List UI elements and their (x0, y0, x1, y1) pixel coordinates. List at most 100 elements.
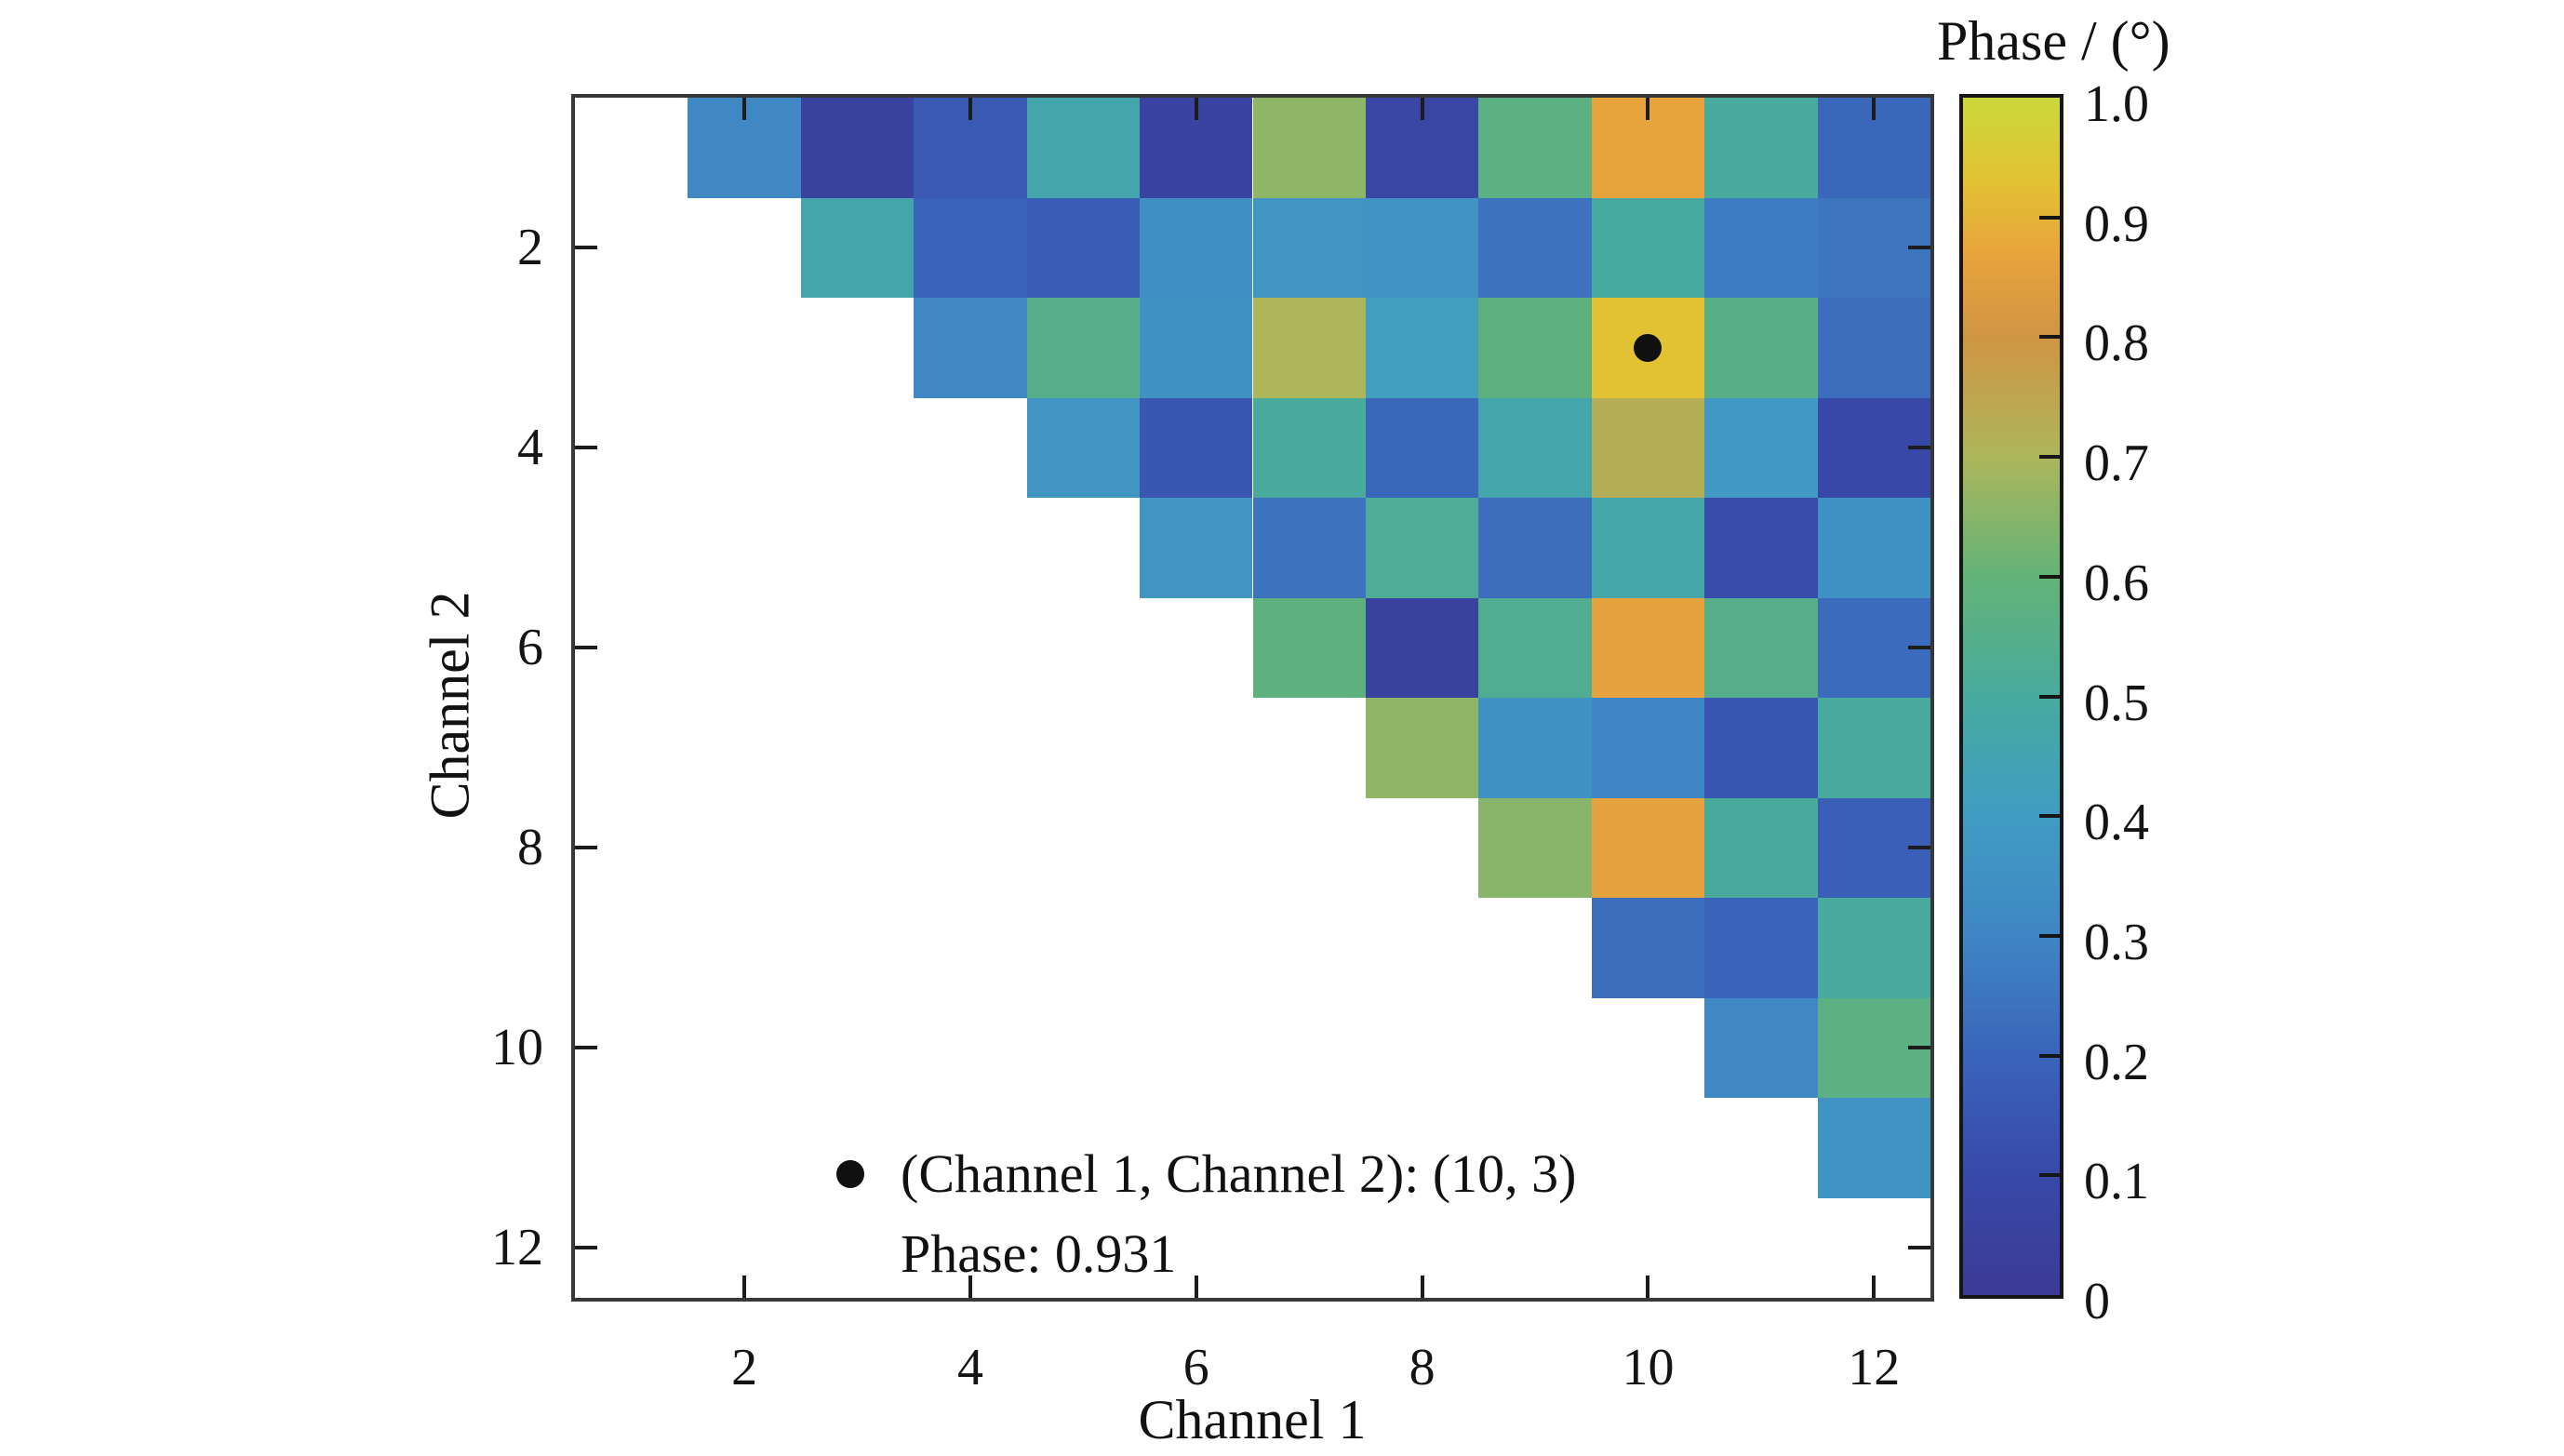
axis-tick (1908, 846, 1930, 850)
heatmap-cell (1478, 298, 1592, 398)
heatmap-cell (1140, 498, 1253, 598)
x-tick-label: 6 (1182, 1339, 1209, 1396)
colorbar-tick (2039, 933, 2060, 938)
heatmap-cell (1704, 397, 1818, 498)
heatmap-cell (1704, 98, 1818, 198)
heatmap-cell (1252, 397, 1366, 498)
colorbar-tick (2039, 1053, 2060, 1058)
x-tick-label: 10 (1622, 1339, 1675, 1396)
y-tick-label: 2 (517, 219, 543, 277)
heatmap-cell (1365, 197, 1479, 298)
heatmap-cell (1252, 197, 1366, 298)
x-axis-label: Channel 1 (1138, 1389, 1367, 1450)
y-tick-label: 6 (517, 619, 543, 677)
y-tick-label: 8 (517, 819, 543, 877)
colorbar-tick-label: 0.7 (2084, 434, 2149, 493)
axis-tick (1420, 1276, 1424, 1298)
heatmap-cell (1704, 698, 1818, 798)
axis-tick (1908, 246, 1930, 250)
heatmap-cell (1140, 197, 1253, 298)
heatmap-cell (1591, 397, 1705, 498)
colorbar-tick-label: 1.0 (2084, 75, 2149, 133)
colorbar-tick-label: 0.5 (2084, 674, 2149, 732)
axis-tick (1646, 1276, 1650, 1298)
axis-tick (575, 246, 597, 250)
axis-tick (1872, 98, 1876, 120)
heatmap-cell (1704, 797, 1818, 898)
heatmap-cell (1026, 197, 1141, 298)
colorbar-tick-label: 0.3 (2084, 913, 2149, 971)
heatmap-cell (1704, 498, 1818, 598)
heatmap-cell (1365, 498, 1479, 598)
x-tick-label: 12 (1848, 1339, 1901, 1396)
axis-tick (1872, 1276, 1876, 1298)
datatip-bullet-icon (836, 1160, 864, 1188)
heatmap-cell (1140, 298, 1253, 398)
heatmap-cell (1478, 597, 1592, 698)
heatmap-cell (1704, 898, 1818, 998)
colorbar-tick (2039, 574, 2060, 579)
heatmap-cell (1817, 1098, 1930, 1198)
heatmap-cell (1591, 797, 1705, 898)
axis-tick (1194, 1276, 1198, 1298)
heatmap-cell (1591, 498, 1705, 598)
heatmap-cell (1704, 197, 1818, 298)
axis-tick (968, 98, 972, 120)
colorbar-title: Phase / (°) (1937, 10, 2170, 72)
colorbar (1959, 94, 2063, 1299)
colorbar-tick-label: 0.4 (2084, 794, 2149, 852)
y-tick-label: 12 (491, 1219, 543, 1277)
heatmap-cell (1591, 698, 1705, 798)
heatmap-cell (1140, 397, 1253, 498)
heatmap-cell (1365, 397, 1479, 498)
axis-tick (575, 1246, 597, 1250)
axis-tick (968, 1276, 972, 1298)
heatmap-cell (1478, 397, 1592, 498)
colorbar-tick (2039, 814, 2060, 819)
axis-tick (1646, 98, 1650, 120)
heatmap-cell (1365, 698, 1479, 798)
axis-tick (1908, 1246, 1930, 1250)
colorbar-tick (2039, 694, 2060, 699)
heatmap-cell (800, 98, 915, 198)
axis-tick (1420, 98, 1424, 120)
axis-tick (575, 1046, 597, 1050)
axis-tick (575, 846, 597, 850)
y-axis-label: Channel 2 (419, 591, 481, 820)
heatmap-cell (1026, 397, 1141, 498)
axis-tick (575, 446, 597, 450)
heatmap-cell (1252, 298, 1366, 398)
heatmap-cell (1365, 597, 1479, 698)
heatmap-cell (1026, 98, 1141, 198)
heatmap-cell (1591, 197, 1705, 298)
colorbar-tick-label: 0.8 (2084, 314, 2149, 373)
colorbar-tick (2039, 335, 2060, 340)
heatmap-cell (1026, 298, 1141, 398)
heatmap-cell (914, 298, 1027, 398)
heatmap-cell (1478, 498, 1592, 598)
heatmap-cell (914, 197, 1027, 298)
heatmap-cell (1478, 197, 1592, 298)
heatmap-plot-area (571, 94, 1934, 1302)
colorbar-tick (2039, 455, 2060, 460)
heatmap-cell (1817, 898, 1930, 998)
heatmap-cell (1365, 298, 1479, 398)
heatmap-cell (1252, 98, 1366, 198)
colorbar-tick (2039, 1173, 2060, 1178)
heatmap-cell (1817, 698, 1930, 798)
selected-cell-marker-dot (1634, 333, 1663, 362)
heatmap-cell (1591, 597, 1705, 698)
heatmap-cells-layer (575, 98, 1930, 1298)
colorbar-tick-label: 0.9 (2084, 194, 2149, 253)
axis-tick (1908, 446, 1930, 450)
axis-tick (742, 98, 747, 120)
x-tick-label: 4 (956, 1339, 983, 1396)
y-tick-label: 10 (491, 1019, 543, 1077)
axis-tick (742, 1276, 747, 1298)
colorbar-tick (2039, 215, 2060, 220)
axis-tick (1194, 98, 1198, 120)
heatmap-cell (1478, 98, 1592, 198)
axis-tick (1908, 646, 1930, 650)
colorbar-tick-label: 0 (2084, 1273, 2110, 1330)
